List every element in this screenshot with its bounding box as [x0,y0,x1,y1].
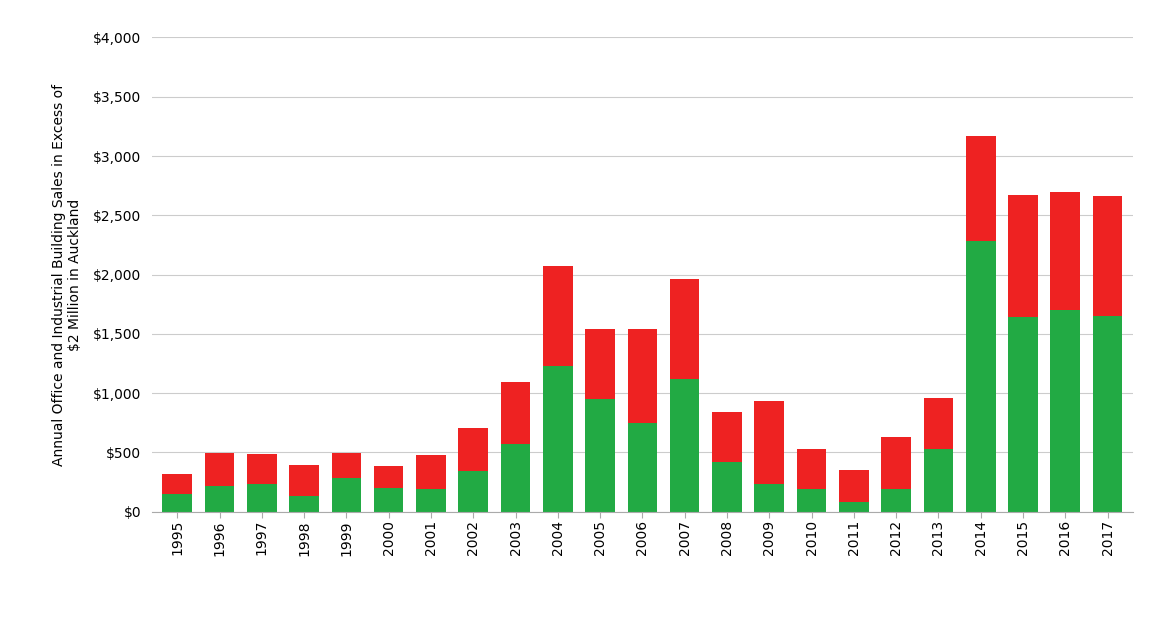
Bar [501,382,530,444]
Bar [374,466,403,488]
Bar [1008,317,1038,512]
Bar [966,241,995,512]
Bar [712,412,742,462]
Bar [332,479,361,512]
Bar [966,136,995,241]
Bar [1008,195,1038,317]
Bar [712,462,742,512]
Bar [501,444,530,512]
Bar [332,453,361,479]
Bar [1093,197,1122,316]
Bar [670,279,700,379]
Bar [839,470,869,502]
Bar [416,489,446,512]
Bar [1050,310,1080,512]
Bar [882,489,911,512]
Bar [839,502,869,512]
Bar [755,401,784,484]
Bar [246,454,277,484]
Bar [882,437,911,489]
Bar [797,449,826,489]
Bar [374,488,403,512]
Bar [627,423,658,512]
Bar [797,489,826,512]
Bar [290,496,319,512]
Bar [755,484,784,512]
Bar [543,266,572,366]
Bar [627,328,658,423]
Bar [204,485,235,512]
Bar [290,466,319,496]
Bar [924,449,953,512]
Bar [585,329,614,399]
Bar [416,455,446,489]
Bar [1050,192,1080,310]
Bar [458,427,488,471]
Bar [585,399,614,512]
Bar [162,474,192,494]
Bar [162,494,192,512]
Bar [1093,316,1122,512]
Y-axis label: Annual Office and Industrial Building Sales in Excess of
$2 Million in Auckland: Annual Office and Industrial Building Sa… [51,84,82,466]
Bar [670,379,700,512]
Bar [543,366,572,512]
Bar [204,453,235,485]
Legend: Commercial Buildings, Industrial Buildings: Commercial Buildings, Industrial Buildin… [447,623,837,624]
Bar [458,471,488,512]
Bar [924,399,953,449]
Bar [246,484,277,512]
